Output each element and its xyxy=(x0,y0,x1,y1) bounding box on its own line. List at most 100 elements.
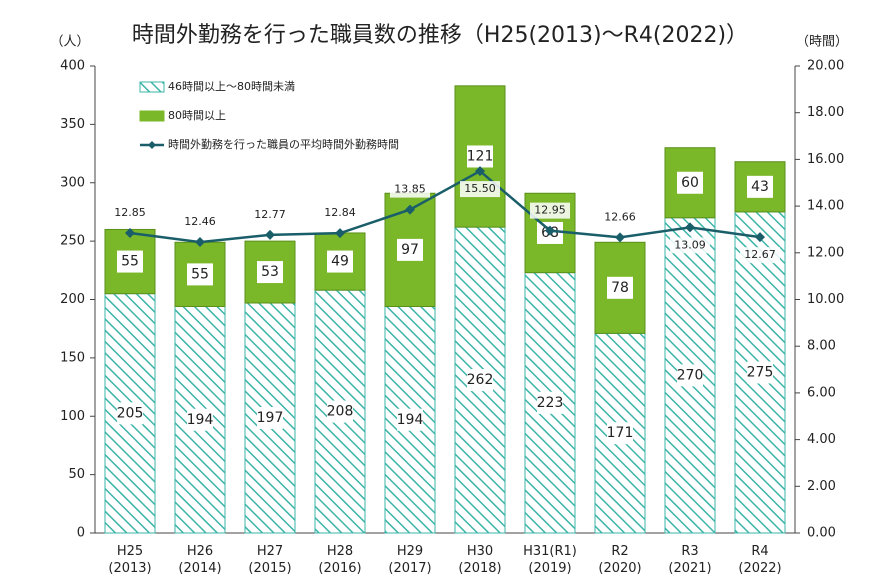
bar-value-label-bg xyxy=(467,145,493,168)
bar-value-label-bg xyxy=(117,402,143,425)
bar-value-label-bg xyxy=(677,364,703,387)
bar-value-label-bg xyxy=(117,250,143,273)
x-tick-label: H30 (2018) xyxy=(458,544,501,576)
line-value-label: 13.09 xyxy=(674,238,706,251)
y-tick-label: 0 xyxy=(77,526,85,541)
line-label-bg xyxy=(530,202,570,219)
legend-label: 80時間以上 xyxy=(168,109,226,122)
line-label-bg xyxy=(740,247,780,264)
line-marker xyxy=(615,232,625,243)
line-marker xyxy=(265,229,275,240)
y-tick-label: 50 xyxy=(68,467,85,482)
legend-marker xyxy=(148,141,156,149)
bar-value-label: 121 xyxy=(467,148,494,164)
bar-value-label-bg xyxy=(327,250,353,273)
y2-axis-label: （時間） xyxy=(796,35,848,50)
y-tick-label: 150 xyxy=(60,350,85,365)
bar-value-label-bg xyxy=(747,175,773,198)
line-marker xyxy=(335,228,345,239)
line-value-label: 12.46 xyxy=(184,215,216,228)
y2-tick-label: 0.00 xyxy=(807,526,836,541)
y2-tick-label: 20.00 xyxy=(807,59,844,74)
x-tick-label: H29 (2017) xyxy=(388,544,431,576)
bar-value-label: 49 xyxy=(331,254,349,270)
x-tick-label: H25 (2013) xyxy=(108,544,151,576)
bar-value-label-bg xyxy=(677,171,703,194)
bar-value-label-bg xyxy=(187,408,213,431)
line-label-bg xyxy=(600,209,640,226)
line-label-bg xyxy=(320,205,360,222)
bar-value-label: 275 xyxy=(747,364,774,380)
line-value-label: 13.85 xyxy=(394,183,426,196)
line-marker xyxy=(685,222,695,233)
bar-value-label: 208 xyxy=(327,404,354,420)
bar-value-label-bg xyxy=(467,369,493,392)
line-value-label: 12.84 xyxy=(324,206,356,219)
y2-tick-label: 2.00 xyxy=(807,479,836,494)
bar-value-label-bg xyxy=(257,407,283,430)
x-tick-label: R2 (2020) xyxy=(598,544,641,576)
line-label-bg xyxy=(250,206,290,223)
bar-value-label-bg xyxy=(397,238,423,261)
y-tick-label: 200 xyxy=(60,292,85,307)
y2-tick-label: 14.00 xyxy=(807,199,844,214)
line-value-label: 12.95 xyxy=(534,204,566,217)
bar-value-label-bg xyxy=(187,263,213,286)
bar-value-label-bg xyxy=(607,422,633,445)
bar-value-label-bg xyxy=(327,400,353,423)
y-tick-label: 100 xyxy=(60,409,85,424)
bar-value-label: 55 xyxy=(191,266,209,282)
y-tick-label: 250 xyxy=(60,234,85,249)
y-axis-label: （人） xyxy=(50,35,89,50)
bar-value-label: 78 xyxy=(611,280,629,296)
line xyxy=(129,169,761,244)
y-tick-label: 350 xyxy=(60,117,85,132)
bar-value-label-bg xyxy=(607,276,633,299)
x-tick-label: H26 (2014) xyxy=(178,544,221,576)
bar-value-label-bg xyxy=(257,261,283,284)
bar-value-label: 262 xyxy=(467,372,494,388)
y2-tick-label: 6.00 xyxy=(807,385,836,400)
y-tick-label: 400 xyxy=(60,59,85,74)
bar-value-label: 194 xyxy=(397,412,424,428)
line-value-label: 15.50 xyxy=(464,182,496,195)
y2-tick-label: 16.00 xyxy=(807,152,844,167)
line-value-label: 12.77 xyxy=(254,208,286,221)
legend-swatch xyxy=(139,81,165,93)
line-marker xyxy=(475,166,485,177)
line-value-label: 12.67 xyxy=(744,248,776,261)
bar-value-label: 97 xyxy=(401,242,419,258)
y2-tick-label: 12.00 xyxy=(807,245,844,260)
line-label-bg xyxy=(670,237,710,254)
bar-value-label: 53 xyxy=(261,264,279,280)
bar-value-label-bg xyxy=(747,361,773,384)
x-tick-label: R3 (2021) xyxy=(668,544,711,576)
bar-value-label: 171 xyxy=(607,425,634,441)
bar-value-label: 55 xyxy=(121,254,139,270)
line-marker xyxy=(755,232,765,243)
bar-value-label: 43 xyxy=(751,179,769,195)
line-label-bg xyxy=(390,181,430,198)
chart-title: 時間外勤務を行った職員数の推移（H25(2013)～R4(2022)） xyxy=(132,23,748,48)
bar-value-label: 223 xyxy=(537,395,564,411)
x-tick-label: R4 (2022) xyxy=(738,544,781,576)
x-tick-label: H27 (2015) xyxy=(248,544,291,576)
y2-tick-label: 4.00 xyxy=(807,432,836,447)
line-label-bg xyxy=(110,204,150,221)
bar-value-label: 205 xyxy=(117,405,144,421)
x-tick-label: H31(R1) (2019) xyxy=(523,544,577,576)
legend-label: 時間外勤務を行った職員の平均時間外勤務時間 xyxy=(168,137,399,151)
line-label-bg xyxy=(460,181,500,198)
line-value-label: 12.66 xyxy=(604,210,636,223)
x-tick-label: H28 (2016) xyxy=(318,544,361,576)
bar-value-label: 194 xyxy=(187,412,214,428)
line-marker xyxy=(545,225,555,236)
line-marker xyxy=(405,204,415,215)
y-tick-label: 300 xyxy=(60,175,85,190)
bar-value-label: 197 xyxy=(257,410,284,426)
line-label-bg xyxy=(180,214,220,231)
legend-label: 46時間以上～80時間未満 xyxy=(168,80,295,93)
y2-tick-label: 18.00 xyxy=(807,105,844,120)
y2-tick-label: 10.00 xyxy=(807,292,844,307)
